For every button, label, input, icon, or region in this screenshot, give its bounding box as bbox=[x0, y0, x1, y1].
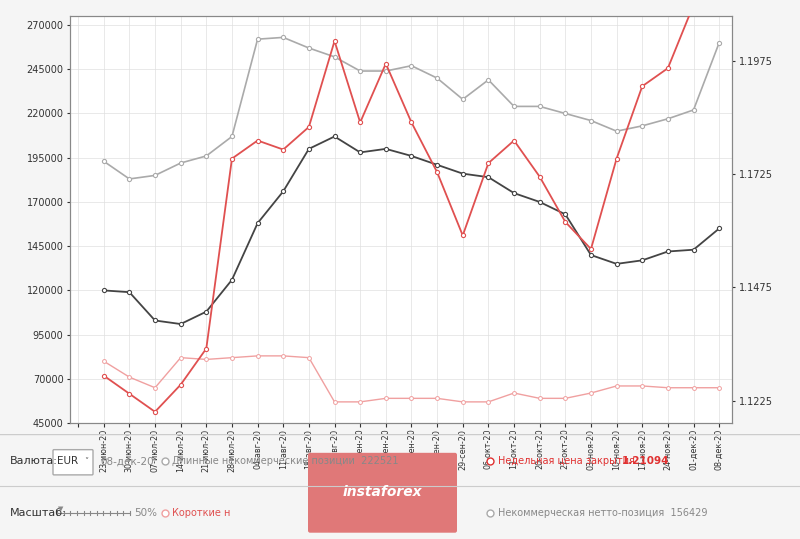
Text: ▼: ▼ bbox=[58, 507, 63, 513]
Text: instaforex: instaforex bbox=[342, 485, 422, 499]
Text: 08-дек-20: 08-дек-20 bbox=[100, 456, 154, 466]
Text: Масштаб:: Масштаб: bbox=[10, 508, 66, 518]
Text: Валюта:: Валюта: bbox=[10, 456, 58, 466]
Text: Длинные некоммерческие позиции  222521: Длинные некоммерческие позиции 222521 bbox=[172, 456, 398, 466]
Text: EUR: EUR bbox=[57, 456, 78, 466]
Text: 50%: 50% bbox=[134, 508, 157, 518]
Text: ˅: ˅ bbox=[84, 457, 88, 466]
FancyBboxPatch shape bbox=[53, 450, 93, 475]
Text: Некоммерческая нетто-позиция  156429: Некоммерческая нетто-позиция 156429 bbox=[498, 508, 707, 518]
Text: Недельная цена закрытия: Недельная цена закрытия bbox=[498, 456, 641, 466]
Text: Короткие н: Короткие н bbox=[172, 508, 230, 518]
FancyBboxPatch shape bbox=[308, 453, 457, 533]
Text: 1.21094: 1.21094 bbox=[622, 456, 670, 466]
